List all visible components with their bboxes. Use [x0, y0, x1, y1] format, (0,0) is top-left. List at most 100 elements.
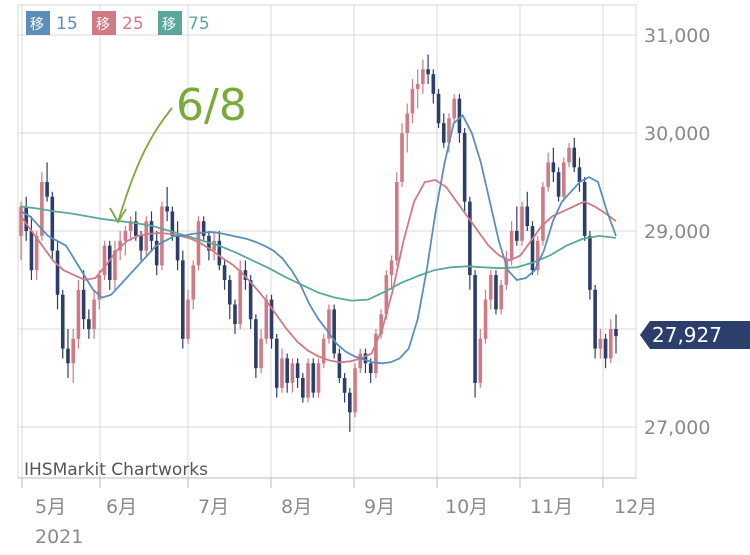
candle-body [556, 172, 561, 197]
legend-label: 75 [188, 14, 210, 34]
candle-body [55, 250, 60, 295]
ma25-line [20, 179, 617, 364]
candle-body [274, 338, 279, 388]
candle-body [71, 338, 75, 364]
candle-body [421, 69, 425, 84]
y-tick-label: 27,000 [644, 417, 710, 439]
candle-body [165, 206, 169, 212]
x-axis: 5月 6月 7月 8月 9月 10月 11月 12月 2021 [18, 477, 657, 548]
candle-body [201, 221, 206, 236]
candle-body [248, 280, 253, 320]
candle-body [149, 221, 154, 241]
legend-swatch [92, 11, 116, 35]
candle-body [483, 299, 488, 339]
candle-body [66, 348, 70, 364]
candle-body [431, 74, 436, 94]
candle-body [384, 275, 389, 315]
annotation-group: 6/8 [109, 80, 247, 224]
y-axis: 31,000 30,000 29,000 27,000 [644, 25, 710, 439]
candle-body [436, 93, 441, 124]
candle-body [29, 231, 34, 271]
ma75-line [20, 205, 617, 302]
chart-credit: IHSMarkit Chartworks [24, 460, 208, 480]
y-tick-label: 30,000 [644, 123, 710, 145]
candle-body [217, 240, 222, 266]
candle-body [311, 363, 316, 393]
candle-body [441, 123, 446, 143]
candle-body [123, 231, 128, 241]
candle-body [614, 329, 618, 337]
candle-body [102, 245, 107, 276]
candle-body [520, 206, 524, 241]
candle-body [170, 211, 175, 236]
candle-body [118, 240, 122, 251]
legend-tag: 移 [96, 17, 110, 33]
candle-body [154, 240, 159, 266]
candle-body [410, 88, 415, 114]
candle-body [541, 186, 545, 241]
candle-body [358, 353, 363, 369]
candle-body [582, 182, 587, 236]
candle-body [60, 294, 65, 349]
candle-body [488, 275, 493, 300]
candle-body [577, 167, 582, 182]
candle-body [546, 162, 550, 187]
candle-body [24, 206, 29, 231]
x-tick-label: 10月 [445, 496, 488, 518]
candle-body [598, 338, 603, 349]
x-tick-label: 9月 [364, 496, 395, 518]
candle-body [19, 206, 23, 236]
legend-tag: 移 [162, 17, 176, 33]
candle-body [462, 133, 467, 202]
legend-swatch [158, 11, 182, 35]
candle-body [186, 299, 190, 339]
annotation-arrow [117, 107, 173, 223]
candle-body [97, 275, 102, 300]
candle-body [269, 299, 274, 339]
candle-body [196, 221, 201, 266]
y-tick-label: 31,000 [644, 25, 710, 47]
candle-body [452, 98, 457, 119]
candle-body [316, 363, 321, 393]
candle-body [525, 206, 530, 227]
x-tick-label: 12月 [614, 496, 657, 518]
candle-body [87, 319, 91, 329]
candle-body [285, 358, 289, 383]
candle-body [400, 133, 404, 182]
candle-body [332, 309, 336, 354]
candle-body [144, 221, 149, 251]
legend-label: 15 [56, 14, 78, 34]
candle-body [457, 98, 462, 133]
candle-body [608, 329, 613, 359]
candle-body [374, 333, 378, 374]
candle-body [327, 309, 331, 339]
candle-body [504, 260, 509, 285]
candle-body [280, 358, 284, 388]
candle-body [139, 235, 143, 251]
candle-body [447, 118, 451, 143]
legend-label: 25 [122, 14, 144, 34]
candle-body [227, 280, 232, 305]
last-price-text: 27,927 [652, 323, 722, 347]
candle-body [175, 235, 180, 261]
candle-body [92, 299, 96, 329]
candle-body [405, 113, 410, 133]
x-tick-label: 11月 [530, 496, 573, 518]
candle-body [180, 260, 185, 339]
candle-body [301, 378, 305, 398]
candle-body [394, 182, 399, 261]
candle-body [515, 231, 519, 241]
candle-body [306, 363, 310, 398]
candle-body [342, 378, 347, 393]
candle-body [134, 221, 138, 236]
candle-body [222, 265, 227, 280]
x-tick-label: 5月 [35, 496, 66, 518]
candle-body [348, 392, 352, 413]
candle-body [50, 196, 55, 251]
candle-body [107, 245, 112, 280]
candle-body [81, 289, 86, 320]
candle-body [551, 162, 556, 173]
candle-body [415, 84, 420, 89]
candle-body [295, 363, 300, 378]
candle-body [368, 363, 373, 374]
